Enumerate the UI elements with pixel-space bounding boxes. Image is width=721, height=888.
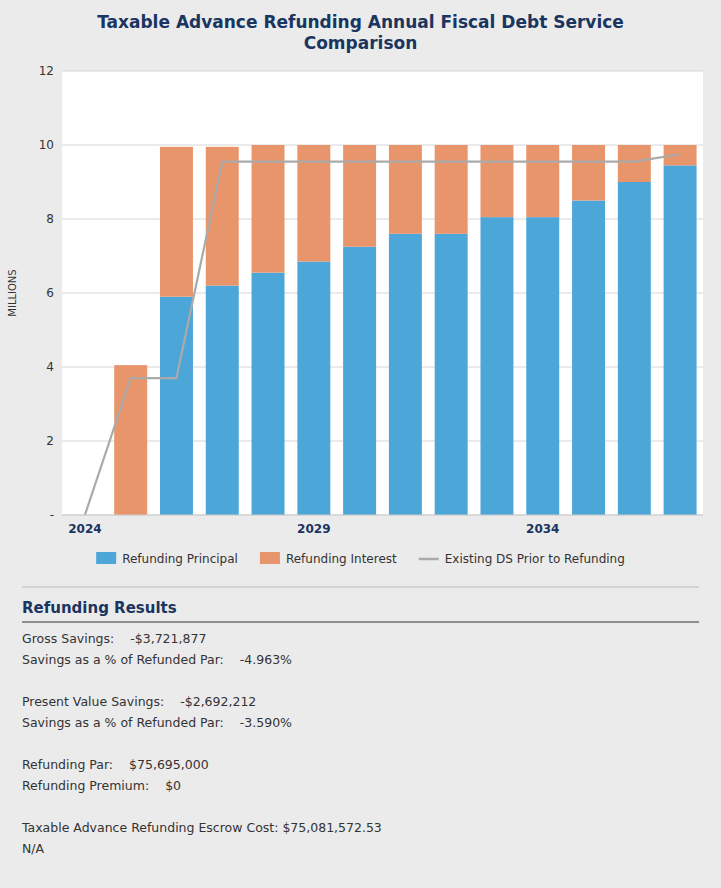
bar <box>480 145 513 217</box>
x-tick-label: 2034 <box>526 522 559 536</box>
bar <box>297 262 330 515</box>
x-tick-label: 2029 <box>297 522 330 536</box>
table-label: Savings as a % of Refunded Par: <box>22 652 224 667</box>
legend-item: Refunding Principal <box>96 552 238 566</box>
table-label: Refunding Premium: <box>22 778 149 793</box>
bar <box>526 217 559 515</box>
y-tick-label: 10 <box>39 138 54 152</box>
bar <box>160 147 193 297</box>
y-tick-label: 4 <box>46 360 54 374</box>
chart-root: Taxable Advance Refunding Annual Fiscal … <box>0 0 721 888</box>
bar <box>206 286 239 515</box>
table-value: -3.590% <box>240 715 292 730</box>
bar <box>618 145 651 182</box>
legend-label: Refunding Principal <box>122 552 238 566</box>
legend-label: Existing DS Prior to Refunding <box>445 552 625 566</box>
grid-line <box>62 71 703 72</box>
table-label: N/A <box>22 841 45 856</box>
table-value: -$2,692,212 <box>180 694 256 709</box>
marks <box>85 145 697 515</box>
table-label: Gross Savings: <box>22 631 114 646</box>
bar <box>618 182 651 515</box>
title-line: Comparison <box>304 33 418 53</box>
separator <box>22 587 699 588</box>
bar <box>389 234 422 515</box>
x-axis-line <box>62 515 703 516</box>
line <box>85 154 680 515</box>
x-tick-label: 2024 <box>68 522 101 536</box>
y-tick-label: 6 <box>46 286 54 300</box>
bar <box>160 297 193 515</box>
plot-background <box>62 71 703 515</box>
bar <box>480 217 513 515</box>
title: Taxable Advance Refunding Annual Fiscal … <box>97 12 624 53</box>
bar <box>526 145 559 217</box>
table-value: $75,695,000 <box>129 757 209 772</box>
table-label: Taxable Advance Refunding Escrow Cost: $… <box>21 820 382 835</box>
grid-line <box>62 219 703 220</box>
table-value: -4.963% <box>240 652 292 667</box>
legend-swatch <box>419 558 439 561</box>
table-rule <box>22 621 699 622</box>
bar <box>664 165 697 515</box>
legend-item: Existing DS Prior to Refunding <box>419 552 625 566</box>
bar <box>435 234 468 515</box>
bar <box>435 145 468 234</box>
table-value: $0 <box>165 778 181 793</box>
y-tick-label: 2 <box>46 434 54 448</box>
y-axis-label: MILLIONS <box>7 269 18 316</box>
bar <box>389 145 422 234</box>
y-tick-label: 12 <box>39 64 54 78</box>
legend-label: Refunding Interest <box>286 552 397 566</box>
table-label: Present Value Savings: <box>22 694 164 709</box>
legend-swatch <box>260 552 280 564</box>
bar <box>252 273 285 515</box>
bar <box>572 145 605 201</box>
legend-item: Refunding Interest <box>260 552 397 566</box>
bar <box>343 145 376 247</box>
legend: Refunding Principal Refunding Interest Exi… <box>96 552 625 566</box>
grid-line <box>62 145 703 146</box>
background <box>0 0 721 888</box>
bar <box>114 365 147 515</box>
y-tick-label: 8 <box>46 212 54 226</box>
bar <box>572 201 605 516</box>
table-title: Refunding Results <box>22 599 177 617</box>
bar <box>252 145 285 273</box>
grid-line <box>62 367 703 368</box>
title-line: Taxable Advance Refunding Annual Fiscal … <box>97 12 624 32</box>
grid-line <box>62 515 703 516</box>
table-value: -$3,721,877 <box>130 631 206 646</box>
bar <box>343 247 376 515</box>
table-label: Savings as a % of Refunded Par: <box>22 715 224 730</box>
legend-swatch <box>96 552 116 564</box>
grid-line <box>62 441 703 442</box>
grid-line <box>62 293 703 294</box>
y-tick-label: - <box>50 508 54 522</box>
table-label: Refunding Par: <box>22 757 113 772</box>
